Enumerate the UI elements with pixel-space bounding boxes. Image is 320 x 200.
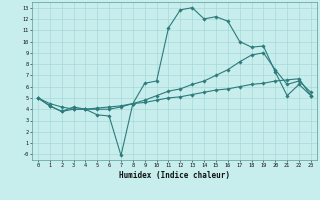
- X-axis label: Humidex (Indice chaleur): Humidex (Indice chaleur): [119, 171, 230, 180]
